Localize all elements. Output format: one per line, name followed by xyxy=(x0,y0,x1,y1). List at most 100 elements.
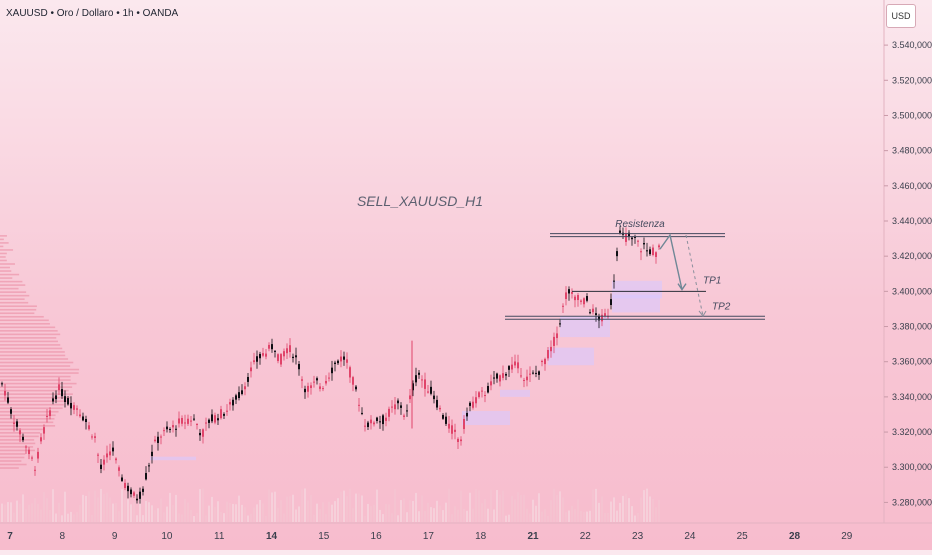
volume-bar xyxy=(529,513,531,522)
volume-bar xyxy=(553,488,555,522)
candle-body xyxy=(313,381,315,383)
projection-arrows xyxy=(659,233,707,317)
candle-body xyxy=(346,359,348,363)
volume-bar xyxy=(514,499,516,522)
volume-bar xyxy=(313,514,315,522)
candle-body xyxy=(271,344,273,350)
profile-bar xyxy=(0,375,71,378)
volume-bar xyxy=(10,502,12,522)
profile-bar xyxy=(0,428,43,431)
candle-body xyxy=(4,390,6,396)
volume-bar xyxy=(622,495,624,522)
volume-bar xyxy=(340,491,342,522)
ob-zone xyxy=(150,456,196,461)
volume-bar xyxy=(448,488,450,522)
candle-body xyxy=(229,402,231,405)
profile-bar xyxy=(0,235,7,237)
chart-title: XAUUSD • Oro / Dollaro • 1h • OANDA xyxy=(6,8,179,19)
volume-bar xyxy=(499,494,501,522)
candle-body xyxy=(568,289,570,294)
volume-bar xyxy=(181,514,183,522)
volume-bar xyxy=(247,515,249,522)
volume-bar xyxy=(91,515,93,522)
candle-body xyxy=(55,395,57,400)
candle-body xyxy=(541,360,543,363)
volume-bar xyxy=(277,507,279,522)
volume-bar xyxy=(361,495,363,522)
volume-bar xyxy=(592,489,594,522)
volume-bar xyxy=(280,500,282,522)
volume-bar xyxy=(121,489,123,522)
x-tick-label: 14 xyxy=(266,531,278,542)
x-tick-label: 16 xyxy=(371,531,383,542)
volume-bar xyxy=(454,506,456,522)
candle-body xyxy=(613,280,615,282)
candle-body xyxy=(427,391,429,393)
volume-bar xyxy=(28,504,30,522)
profile-bar xyxy=(0,273,20,276)
candle-body xyxy=(91,436,93,438)
candle-body xyxy=(571,292,573,294)
candle-body xyxy=(439,407,441,410)
candle-body xyxy=(574,296,576,301)
candle-body xyxy=(58,384,60,391)
volume-bar xyxy=(154,510,156,522)
volume-bar xyxy=(379,509,381,522)
volume-bar xyxy=(199,489,201,522)
candle-body xyxy=(370,419,372,424)
candle-body xyxy=(193,418,195,420)
candle-body xyxy=(259,353,261,359)
volume-bar xyxy=(322,502,324,522)
volume-bar xyxy=(310,494,312,522)
volume-bar xyxy=(34,497,36,522)
currency-button[interactable]: USD xyxy=(886,4,916,28)
candle-body xyxy=(307,385,309,392)
x-tick-label: 15 xyxy=(318,531,330,542)
volume-bar xyxy=(397,515,399,522)
candle-body xyxy=(256,356,258,362)
candle-body xyxy=(442,414,444,419)
volume-bar xyxy=(478,490,480,522)
candle-body xyxy=(244,386,246,390)
volume-bar xyxy=(64,491,66,522)
volume-bar xyxy=(52,489,54,522)
volume-bar xyxy=(475,489,477,522)
candle-body xyxy=(457,438,459,443)
candle-body xyxy=(130,489,132,495)
profile-bar xyxy=(0,340,58,343)
profile-bar xyxy=(0,305,37,308)
volume-bar xyxy=(358,493,360,522)
candle-body xyxy=(565,292,567,299)
candle-body xyxy=(550,346,552,352)
ob-zone xyxy=(560,315,610,338)
profile-bar xyxy=(0,347,63,350)
candle-body xyxy=(124,482,126,488)
profile-bar xyxy=(0,425,56,427)
candle-body xyxy=(382,415,384,425)
x-tick-label: 8 xyxy=(60,531,66,542)
volume-bar xyxy=(535,505,537,522)
volume-bar xyxy=(13,512,15,522)
volume-bar xyxy=(4,504,6,522)
candle-body xyxy=(10,409,12,414)
profile-bar xyxy=(0,351,65,353)
profile-bar xyxy=(0,308,37,311)
volume-bar xyxy=(301,489,303,522)
candle-body xyxy=(424,379,426,389)
profile-bar xyxy=(0,242,9,244)
volume-bar xyxy=(511,495,513,522)
candle-body xyxy=(595,313,597,316)
profile-bar xyxy=(0,294,30,297)
candle-body xyxy=(250,367,252,372)
volume-bar xyxy=(100,488,102,522)
volume-bar xyxy=(508,514,510,522)
candle-body xyxy=(508,366,510,370)
candle-body xyxy=(463,418,465,430)
volume-bar xyxy=(364,515,366,522)
volume-bar xyxy=(406,512,408,522)
x-tick-label: 21 xyxy=(527,531,539,542)
candle-body xyxy=(337,360,339,364)
profile-bar xyxy=(0,467,19,469)
